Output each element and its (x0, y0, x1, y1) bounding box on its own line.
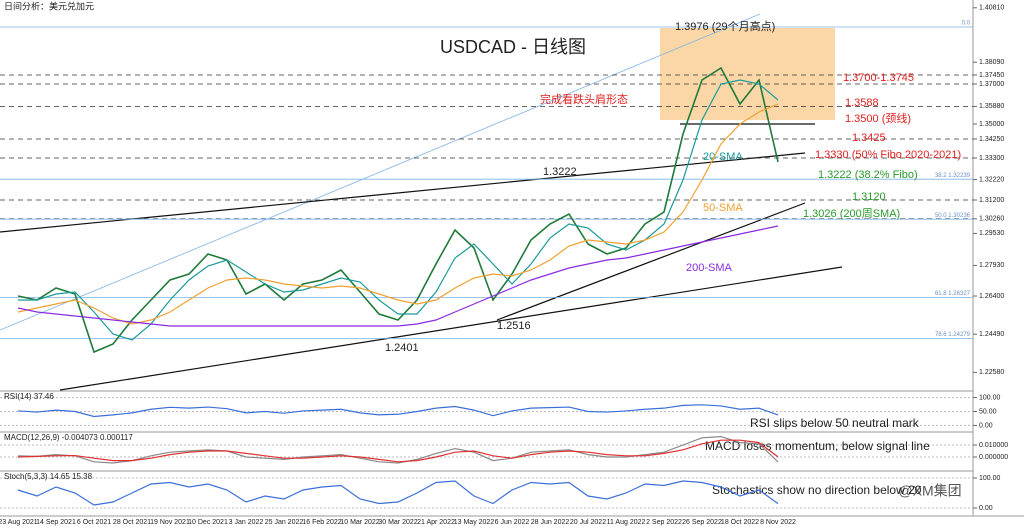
y-tick-label: 1.27930 (979, 262, 1004, 269)
y-tick-label: 1.33300 (979, 155, 1004, 162)
x-tick-label: 11 Aug 2022 (607, 519, 646, 526)
annotation: 1.3026 (200周SMA) (803, 207, 900, 220)
panel-title: Stoch(5,3,3) 14.65 15.38 (4, 472, 93, 481)
page-title: 日间分析：美元兑加元 (4, 0, 94, 11)
annotation: 1.3425 (852, 132, 886, 144)
fib-label: 50.0 1.30236 (935, 213, 971, 219)
x-tick-label: 25 Jan 2022 (265, 519, 304, 526)
annotation: 1.3222 (543, 166, 577, 178)
y-tick-label: 1.35880 (979, 103, 1004, 110)
annotation: 1.3330 (50% Fibo 2020-2021) (815, 149, 961, 161)
x-tick-label: 16 Feb 2022 (302, 519, 341, 526)
y-tick-label: 1.26400 (979, 293, 1004, 300)
x-tick-label: 30 Mar 2022 (378, 519, 417, 526)
annotation: 1.3700-1.3745 (843, 72, 914, 84)
x-tick-label: 2 Sep 2022 (646, 519, 682, 526)
y-tick-label: 1.37450 (979, 72, 1004, 79)
y-tick-label: 1.24490 (979, 331, 1004, 338)
series-line (17, 103, 779, 325)
series-line (17, 225, 779, 327)
x-tick-label: 18 Oct 2022 (721, 519, 759, 526)
x-tick-label: 6 Oct 2021 (77, 519, 111, 526)
y-tick-label: 0.000000 (979, 454, 1008, 461)
annotation: 1.3976 (29个月高点) (675, 19, 775, 33)
x-tick-label: 10 Dec 2021 (188, 519, 228, 526)
annotation: 1.3500 (颈线) (845, 111, 911, 125)
y-tick-label: 1.37000 (979, 81, 1004, 88)
series-label: 200-SMA (686, 262, 733, 274)
series-label: 20-SMA (703, 151, 743, 163)
x-tick-label: 10 Mar 2022 (340, 519, 379, 526)
x-tick-label: 14 Sep 2021 (36, 519, 76, 526)
y-tick-label: 100.00 (979, 394, 1001, 401)
trendline (59, 266, 843, 391)
y-tick-label: 1.30260 (979, 216, 1004, 223)
y-tick-label: 1.22580 (979, 369, 1004, 376)
series-line (17, 480, 779, 506)
y-tick-label: 0.00 (979, 505, 993, 512)
x-tick-label: 23 Aug 2021 (0, 519, 38, 526)
annotation: 1.2516 (497, 320, 531, 332)
y-tick-label: 1.29530 (979, 230, 1004, 237)
series-line (18, 79, 779, 341)
fib-label: 0.0 (962, 21, 971, 27)
fib-label: 78.6 1.24279 (935, 332, 971, 338)
fib-label: 38.2 1.32239 (935, 173, 971, 179)
annotation: 1.3120 (852, 191, 886, 203)
series-line (17, 435, 779, 464)
y-tick-label: 1.40810 (979, 5, 1004, 12)
y-tick-label: 100.00 (979, 475, 1001, 482)
series-line (17, 66, 779, 354)
fib-label: 61.8 1.26327 (935, 291, 971, 297)
series-line (17, 439, 779, 463)
x-tick-label: 26 Sep 2022 (682, 519, 722, 526)
x-tick-label: 8 Nov 2022 (760, 519, 796, 526)
x-tick-label: 13 May 2022 (454, 519, 495, 526)
chart-title: USDCAD - 日线图 (440, 37, 586, 57)
trendline (496, 202, 806, 321)
y-tick-label: 1.31200 (979, 197, 1004, 204)
y-tick-label: 1.38090 (979, 59, 1004, 66)
fib-line (0, 13, 761, 331)
x-tick-label: 28 Jun 2022 (531, 519, 570, 526)
annotation: 1.3222 (38.2% Fibo) (818, 169, 918, 181)
annotation: RSI slips below 50 neutral mark (750, 416, 920, 430)
x-tick-label: 21 Apr 2022 (417, 519, 455, 526)
panel-title: MACD(12,26,9) -0.004073 0.000117 (4, 433, 133, 442)
watermark: @XM集团 (898, 483, 961, 499)
x-tick-label: 20 Jul 2022 (570, 519, 606, 526)
series-line (17, 404, 779, 418)
y-tick-label: 1.34250 (979, 136, 1004, 143)
annotation: 1.3588 (845, 97, 879, 109)
x-tick-label: 3 Jan 2022 (229, 519, 264, 526)
annotation: 1.2401 (385, 342, 419, 354)
x-tick-label: 6 Jun 2022 (495, 519, 530, 526)
x-tick-label: 28 Oct 2021 (113, 519, 151, 526)
annotation: 完成看跌头肩形态 (540, 92, 628, 106)
y-tick-label: 1.32220 (979, 176, 1004, 183)
annotation: MACD loses momentum, below signal line (705, 439, 930, 453)
panel-title: RSI(14) 37.46 (4, 392, 54, 401)
y-tick-label: 50.00 (979, 408, 997, 415)
y-tick-label: 1.35000 (979, 121, 1004, 128)
y-tick-label: 0.010000 (979, 442, 1008, 449)
x-tick-label: 19 Nov 2021 (150, 519, 190, 526)
y-tick-label: 0.00 (979, 422, 993, 429)
series-label: 50-SMA (703, 202, 743, 214)
